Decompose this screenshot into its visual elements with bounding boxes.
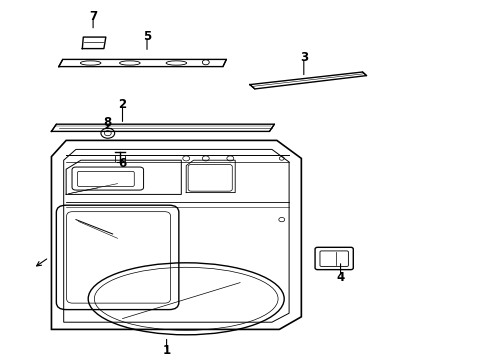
Text: 3: 3 xyxy=(300,51,308,64)
Text: 6: 6 xyxy=(119,157,126,170)
Text: 8: 8 xyxy=(104,116,112,129)
Text: 1: 1 xyxy=(163,345,171,357)
Text: 2: 2 xyxy=(119,98,126,111)
Text: 7: 7 xyxy=(89,10,97,23)
Text: 5: 5 xyxy=(143,30,151,42)
Text: 4: 4 xyxy=(337,271,344,284)
